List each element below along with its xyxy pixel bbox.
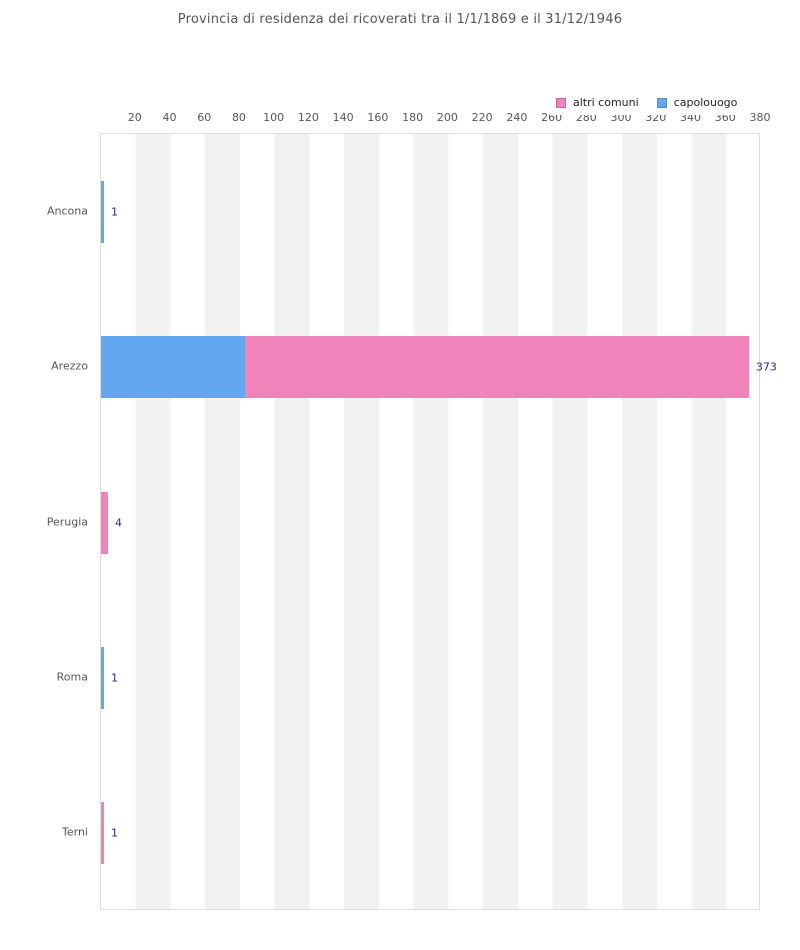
x-tick-label-100: 100 [263,111,285,124]
legend-swatch-altri-comuni [556,97,566,108]
bar-segment-altri-comuni-arezzo [245,336,749,399]
x-tick-label-180: 180 [402,111,424,124]
category-label-ancona: Ancona [47,204,88,218]
bar-row-arezzo [101,336,749,399]
category-label-arezzo: Arezzo [51,359,88,373]
x-tick-label-240: 240 [506,111,528,124]
bar-row-ancona [101,180,104,243]
bar-segment-altri-comuni-terni [101,802,104,865]
bar-value-label-ancona: 1 [111,205,118,219]
x-tick-label-140: 140 [332,111,354,124]
x-tick-label-200: 200 [436,111,458,124]
bar-segment-altri-comuni-perugia [101,491,108,554]
bar-value-label-arezzo: 373 [755,360,777,374]
legend-label-altri-comuni: altri comuni [573,96,639,109]
bar-value-label-perugia: 4 [114,516,122,529]
x-tick-label-80: 80 [231,111,246,124]
x-tick-label-160: 160 [367,111,389,124]
bar-segment-capolouogo-roma [101,646,104,709]
x-tick-label-120: 120 [297,111,319,124]
chart-title: Provincia di residenza dei ricoverati tr… [177,12,623,27]
y-axis-labels: Ancona Arezzo Perugia Roma Terni [0,0,100,950]
category-label-roma: Roma [56,670,88,684]
bar-row-perugia [101,491,108,554]
category-label-terni: Terni [62,825,88,839]
legend: altri comuni capolouogo [550,93,744,115]
x-tick-label-40: 40 [162,111,177,124]
x-tick-label-20: 20 [127,111,142,124]
bar-row-terni [101,802,104,865]
bar-segment-capolouogo-arezzo [101,336,246,399]
x-tick-label-60: 60 [197,111,212,124]
legend-swatch-capolouogo [656,97,667,108]
category-label-perugia: Perugia [46,515,88,528]
legend-item-capolouogo[interactable]: capolouogo [656,96,738,109]
x-tick-label-220: 220 [471,111,493,124]
bar-value-label-terni: 1 [111,826,118,840]
bar-segment-capolouogo-ancona [101,180,104,243]
legend-item-altri-comuni[interactable]: altri comuni [556,96,639,109]
legend-label-capolouogo: capolouogo [673,96,738,109]
plot-area: 1 373 4 1 1 [100,133,777,910]
bar-row-roma [101,646,104,709]
bar-value-label-roma: 1 [111,671,118,685]
x-tick-label-380: 380 [749,111,771,124]
